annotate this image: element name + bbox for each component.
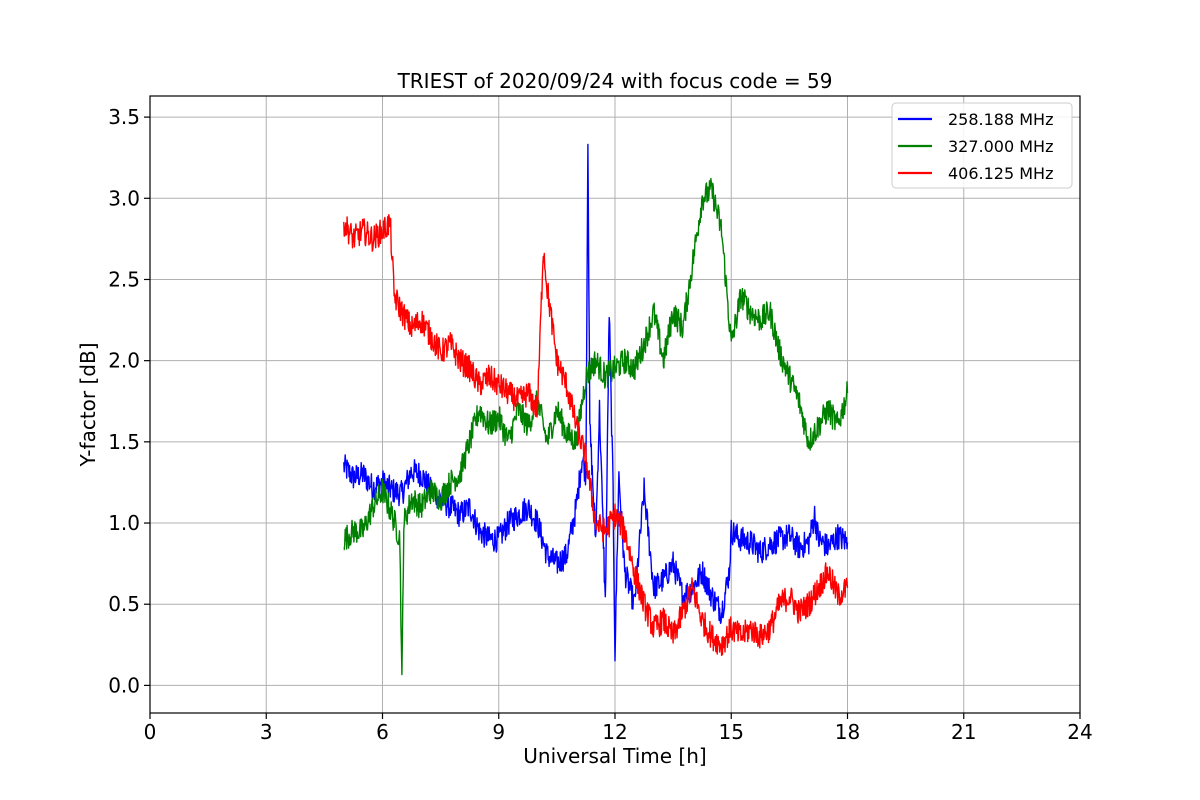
series-layer <box>343 143 849 676</box>
series-line-0 <box>343 143 849 662</box>
x-tick-label: 24 <box>1067 720 1092 744</box>
chart-title: TRIEST of 2020/09/24 with focus code = 5… <box>397 69 833 93</box>
series-line-2 <box>343 213 849 657</box>
x-tick-label: 15 <box>719 720 744 744</box>
legend-label: 327.000 MHz <box>948 137 1053 156</box>
x-tick-label: 18 <box>835 720 860 744</box>
x-tick-label: 3 <box>260 720 273 744</box>
legend-label: 258.188 MHz <box>948 110 1053 129</box>
x-tick-label: 0 <box>144 720 157 744</box>
y-tick-label: 1.5 <box>108 430 140 454</box>
ticks: 0 3 6 9 12 15 18 21 24 0.0 0.5 1.0 1.5 2.0 2.5 3.0 3.5 <box>108 105 1093 744</box>
y-tick-label: 2.5 <box>108 267 140 291</box>
x-axis-label: Universal Time [h] <box>523 744 706 768</box>
legend-box <box>891 102 1073 189</box>
y-tick-label: 3.5 <box>108 105 140 129</box>
y-tick-label: 3.0 <box>108 186 140 210</box>
y-tick-label: 2.0 <box>108 349 140 373</box>
x-tick-label: 9 <box>492 720 505 744</box>
y-tick-label: 1.0 <box>108 511 140 535</box>
y-axis-label: Y-factor [dB] <box>76 342 100 467</box>
y-tick-label: 0.5 <box>108 592 140 616</box>
legend-label: 406.125 MHz <box>948 164 1053 183</box>
x-tick-label: 12 <box>602 720 627 744</box>
series-line-1 <box>343 177 849 676</box>
legend: 258.188 MHz 327.000 MHz 406.125 MHz <box>891 102 1073 189</box>
x-tick-label: 21 <box>951 720 976 744</box>
x-tick-label: 6 <box>376 720 389 744</box>
y-tick-label: 0.0 <box>108 673 140 697</box>
